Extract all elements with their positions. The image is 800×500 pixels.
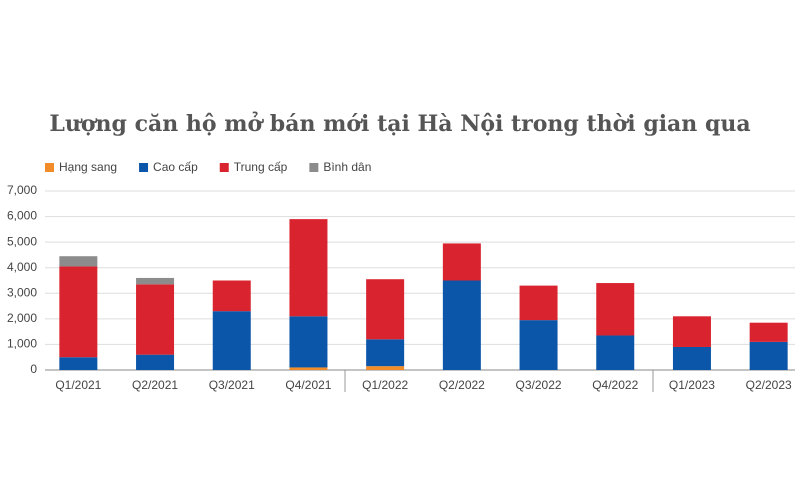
legend-label: Hạng sang (59, 160, 117, 174)
y-tick-label: 1,000 (7, 337, 37, 351)
bar-segment (519, 285, 558, 321)
y-tick-label: 7,000 (7, 183, 37, 197)
x-tick-label: Q4/2021 (285, 378, 331, 392)
bar-segment (289, 316, 328, 368)
bar-segment (596, 283, 635, 336)
bar-segment (596, 335, 635, 370)
x-tick-label: Q3/2021 (209, 378, 255, 392)
legend-label: Cao cấp (153, 160, 198, 174)
legend-label: Trung cấp (234, 160, 288, 174)
x-tick-label: Q1/2022 (362, 378, 408, 392)
legend-label: Bình dân (323, 160, 371, 174)
bar-segment (59, 357, 98, 370)
bar-segment (672, 346, 711, 370)
y-tick-label: 0 (30, 362, 37, 376)
bar-segment (366, 339, 405, 367)
legend-swatch (309, 163, 319, 172)
bar-segment (289, 367, 328, 370)
bar-segment (212, 311, 251, 370)
bar-segment (442, 243, 481, 281)
bar-segment (136, 277, 175, 285)
y-tick-label: 2,000 (7, 311, 37, 325)
bar-segment (519, 320, 558, 370)
bar-segment (366, 366, 405, 370)
bar-segment (59, 266, 98, 358)
bar-segment (749, 341, 788, 370)
bar-segment (59, 256, 98, 267)
legend-swatch (219, 163, 229, 172)
legend-swatch (45, 163, 54, 172)
bar-segment (366, 279, 405, 340)
x-tick-label: Q1/2021 (55, 378, 101, 392)
x-tick-label: Q4/2022 (592, 378, 638, 392)
bar-segment (749, 322, 788, 342)
bar-segment (672, 316, 711, 347)
x-tick-label: Q3/2022 (516, 378, 562, 392)
y-tick-label: 5,000 (7, 234, 37, 248)
x-tick-label: Q1/2023 (669, 378, 715, 392)
legend-swatch (139, 163, 149, 172)
bar-segment (136, 354, 175, 370)
x-tick-label: Q2/2022 (439, 378, 485, 392)
bar-segment (212, 280, 251, 312)
y-tick-label: 4,000 (7, 260, 37, 274)
y-tick-label: 3,000 (7, 285, 37, 299)
chart-title: Lượng căn hộ mở bán mới tại Hà Nội trong… (49, 111, 750, 137)
x-tick-label: Q2/2021 (132, 378, 178, 392)
bar-segment (289, 219, 328, 317)
y-tick-label: 6,000 (7, 209, 37, 223)
x-tick-label: Q2/2023 (746, 378, 792, 392)
bar-segment (442, 280, 481, 370)
bar-segment (136, 284, 175, 355)
